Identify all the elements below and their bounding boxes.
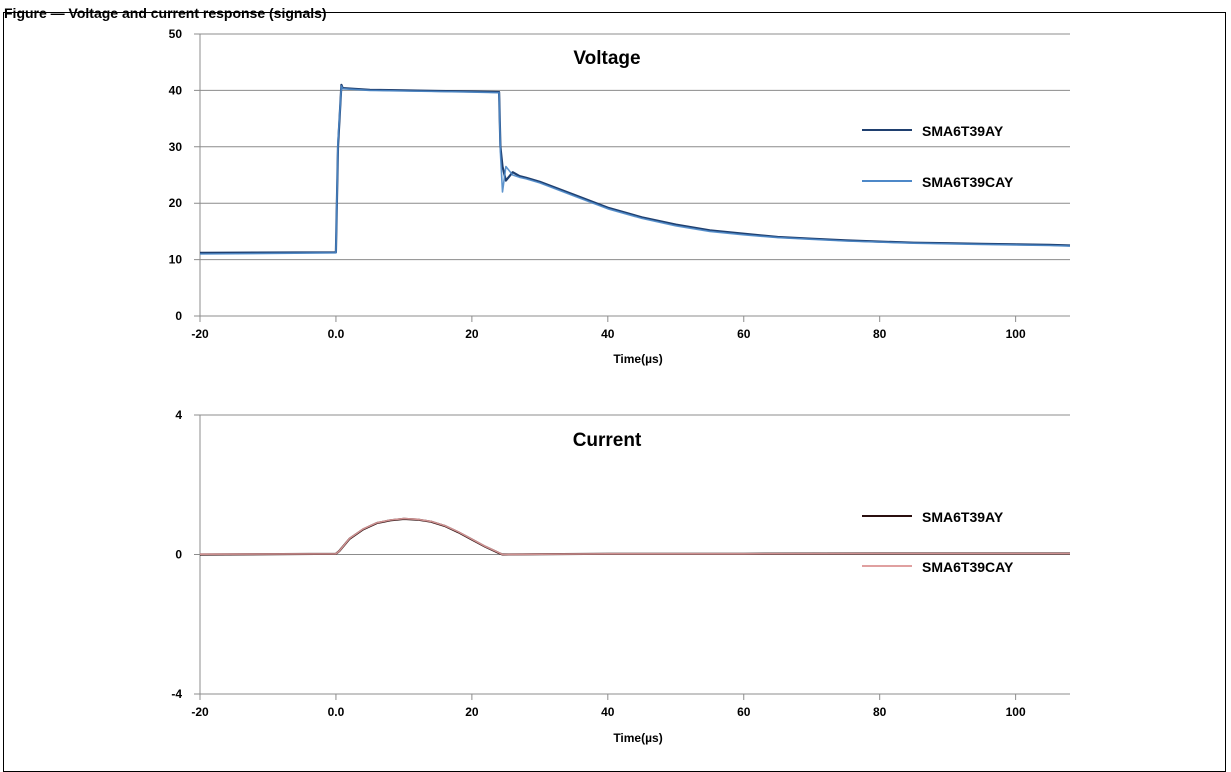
- legend-label: SMA6T39AY: [922, 509, 1004, 525]
- y-tick-label: 20: [169, 196, 183, 210]
- x-tick-label: 40: [601, 705, 615, 719]
- legend-label: SMA6T39CAY: [922, 559, 1014, 575]
- x-tick-label: 60: [737, 327, 751, 341]
- x-tick-label: 0.0: [328, 705, 345, 719]
- figure-caption: Figure — Voltage and current response (s…: [4, 5, 327, 21]
- series-line-0-0: [199, 83, 1071, 254]
- x-tick-label: 100: [1006, 327, 1026, 341]
- y-tick-label: 50: [169, 27, 183, 41]
- x-axis-label: Time(µs): [613, 731, 662, 745]
- y-tick-label: 40: [169, 83, 183, 97]
- x-tick-label: 80: [873, 705, 887, 719]
- y-tick-label: 10: [169, 253, 183, 267]
- legend-label: SMA6T39AY: [922, 123, 1004, 139]
- x-tick-label: 40: [601, 327, 615, 341]
- chart-title: Current: [573, 430, 642, 451]
- y-tick-label: -4: [171, 687, 182, 701]
- series-line-0-1: [199, 85, 1071, 255]
- x-tick-label: 60: [737, 705, 751, 719]
- legend-label: SMA6T39CAY: [922, 174, 1014, 190]
- series-line-1-1: [199, 517, 1070, 556]
- x-tick-label: 80: [873, 327, 887, 341]
- chart-title: Voltage: [573, 48, 640, 69]
- y-tick-label: 30: [169, 140, 183, 154]
- y-tick-label: 0: [175, 548, 182, 562]
- x-tick-label: 0.0: [328, 327, 345, 341]
- x-tick-label: -20: [191, 705, 209, 719]
- y-tick-label: 4: [175, 408, 182, 422]
- x-tick-label: -20: [191, 327, 209, 341]
- x-axis-label: Time(µs): [613, 352, 662, 366]
- x-tick-label: 100: [1006, 705, 1026, 719]
- x-tick-label: 20: [465, 705, 479, 719]
- x-tick-label: 20: [465, 327, 479, 341]
- y-tick-label: 0: [175, 309, 182, 323]
